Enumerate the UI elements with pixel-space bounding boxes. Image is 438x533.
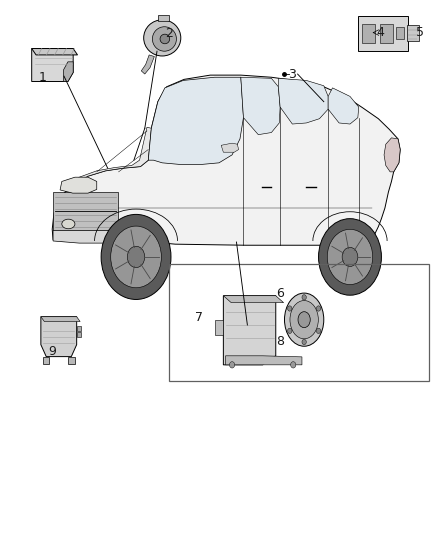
- Circle shape: [230, 362, 235, 368]
- Text: 7: 7: [195, 311, 203, 324]
- FancyBboxPatch shape: [358, 15, 408, 51]
- Polygon shape: [52, 75, 400, 245]
- Ellipse shape: [152, 27, 177, 51]
- Circle shape: [302, 340, 306, 345]
- Text: 6: 6: [276, 287, 284, 300]
- FancyBboxPatch shape: [77, 326, 81, 332]
- Polygon shape: [279, 78, 328, 124]
- FancyBboxPatch shape: [380, 24, 393, 43]
- Circle shape: [288, 306, 292, 311]
- Ellipse shape: [290, 301, 318, 339]
- Bar: [169, 264, 428, 381]
- Text: 8: 8: [276, 335, 284, 349]
- Circle shape: [127, 246, 145, 268]
- FancyBboxPatch shape: [407, 25, 419, 41]
- Polygon shape: [57, 127, 151, 203]
- Polygon shape: [32, 49, 78, 55]
- FancyBboxPatch shape: [68, 357, 75, 364]
- Polygon shape: [223, 296, 284, 303]
- Circle shape: [342, 247, 358, 266]
- Polygon shape: [158, 14, 169, 21]
- Polygon shape: [60, 177, 97, 193]
- Circle shape: [318, 219, 381, 295]
- Ellipse shape: [298, 312, 310, 328]
- Polygon shape: [223, 296, 276, 365]
- FancyBboxPatch shape: [362, 24, 375, 43]
- Polygon shape: [226, 356, 302, 365]
- Circle shape: [327, 229, 373, 285]
- FancyBboxPatch shape: [396, 27, 404, 39]
- FancyBboxPatch shape: [53, 192, 118, 230]
- Polygon shape: [32, 49, 73, 82]
- Polygon shape: [41, 317, 77, 357]
- Text: 4: 4: [377, 26, 385, 39]
- Ellipse shape: [62, 219, 75, 229]
- Text: 9: 9: [48, 345, 56, 358]
- Polygon shape: [241, 77, 280, 135]
- Text: 2: 2: [165, 27, 173, 40]
- Polygon shape: [64, 62, 73, 82]
- Circle shape: [101, 214, 171, 300]
- Polygon shape: [215, 320, 223, 335]
- Circle shape: [290, 362, 296, 368]
- Polygon shape: [328, 88, 359, 124]
- Circle shape: [288, 328, 292, 334]
- Polygon shape: [148, 77, 244, 165]
- Circle shape: [111, 226, 161, 288]
- Ellipse shape: [160, 34, 170, 44]
- Circle shape: [316, 328, 321, 334]
- Polygon shape: [384, 138, 400, 172]
- Polygon shape: [221, 143, 239, 152]
- FancyBboxPatch shape: [42, 357, 49, 364]
- Circle shape: [316, 306, 321, 311]
- Polygon shape: [41, 317, 80, 321]
- FancyBboxPatch shape: [77, 332, 81, 337]
- Circle shape: [302, 295, 306, 300]
- Text: 1: 1: [38, 71, 46, 84]
- Polygon shape: [53, 230, 123, 243]
- Ellipse shape: [144, 20, 181, 56]
- Polygon shape: [141, 55, 154, 74]
- Ellipse shape: [285, 293, 324, 346]
- Text: 5: 5: [416, 26, 424, 39]
- Text: 3: 3: [288, 68, 296, 80]
